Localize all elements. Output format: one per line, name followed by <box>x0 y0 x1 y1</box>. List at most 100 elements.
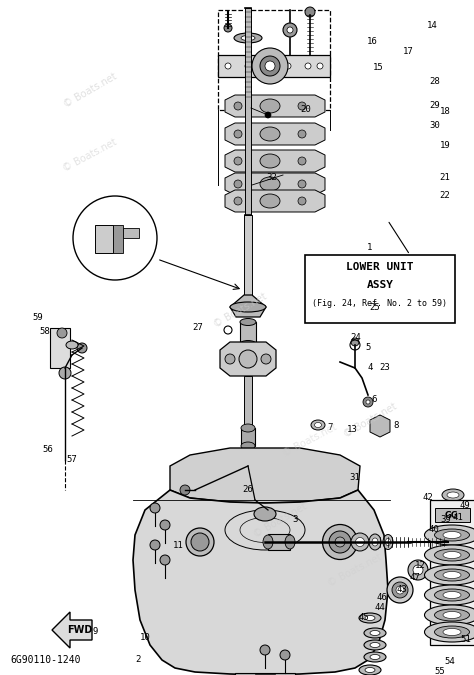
Text: 17: 17 <box>402 47 413 57</box>
Circle shape <box>298 180 306 188</box>
Ellipse shape <box>440 534 456 550</box>
Ellipse shape <box>356 537 365 547</box>
Ellipse shape <box>435 626 470 638</box>
Ellipse shape <box>435 569 470 581</box>
Text: 26: 26 <box>243 485 254 495</box>
Circle shape <box>234 180 242 188</box>
Text: 29: 29 <box>429 101 440 109</box>
Text: 11: 11 <box>173 541 183 549</box>
Circle shape <box>317 63 323 69</box>
Ellipse shape <box>351 533 369 551</box>
Circle shape <box>260 56 280 76</box>
Circle shape <box>298 130 306 138</box>
Ellipse shape <box>425 605 474 625</box>
Circle shape <box>234 454 242 462</box>
Circle shape <box>285 63 291 69</box>
Ellipse shape <box>447 532 459 538</box>
Bar <box>95 225 113 253</box>
Polygon shape <box>225 173 325 195</box>
Ellipse shape <box>447 492 459 498</box>
Ellipse shape <box>365 668 375 672</box>
Text: 41: 41 <box>453 514 464 522</box>
Ellipse shape <box>364 652 386 662</box>
Bar <box>245 8 251 215</box>
Bar <box>218 10 330 110</box>
Polygon shape <box>370 415 390 437</box>
Text: 1: 1 <box>367 244 373 252</box>
Text: 12: 12 <box>415 560 425 570</box>
Bar <box>218 55 330 77</box>
Text: 2: 2 <box>135 655 141 664</box>
Ellipse shape <box>408 560 428 580</box>
Circle shape <box>254 454 262 462</box>
Bar <box>240 322 256 344</box>
Polygon shape <box>133 490 388 675</box>
Ellipse shape <box>365 616 375 620</box>
Circle shape <box>160 520 170 530</box>
Text: 9: 9 <box>92 628 98 637</box>
Circle shape <box>225 354 235 364</box>
Ellipse shape <box>230 302 266 312</box>
Polygon shape <box>220 342 276 376</box>
Text: 6: 6 <box>371 396 377 404</box>
Text: 3: 3 <box>292 516 298 524</box>
Ellipse shape <box>442 569 464 581</box>
Circle shape <box>265 112 271 118</box>
Ellipse shape <box>239 350 257 368</box>
Ellipse shape <box>442 489 464 501</box>
Bar <box>50 328 70 368</box>
Text: © Boats.net: © Boats.net <box>62 71 118 109</box>
Text: 13: 13 <box>346 425 357 435</box>
Text: 43: 43 <box>397 585 407 595</box>
Bar <box>123 228 139 238</box>
Ellipse shape <box>443 551 461 558</box>
Polygon shape <box>230 295 266 317</box>
Text: 6G90110-1240: 6G90110-1240 <box>10 655 81 665</box>
Ellipse shape <box>329 531 351 553</box>
Circle shape <box>265 61 275 71</box>
Ellipse shape <box>435 529 470 541</box>
Ellipse shape <box>425 585 474 605</box>
Polygon shape <box>225 190 325 212</box>
Ellipse shape <box>66 341 78 349</box>
Text: FWD: FWD <box>67 625 93 635</box>
Text: © Boats.net: © Boats.net <box>342 401 398 439</box>
Text: 46: 46 <box>377 593 387 603</box>
Text: 21: 21 <box>439 173 450 182</box>
Ellipse shape <box>322 524 357 560</box>
Ellipse shape <box>359 665 381 675</box>
Ellipse shape <box>364 628 386 638</box>
Ellipse shape <box>241 36 255 40</box>
Text: 57: 57 <box>67 456 77 464</box>
Ellipse shape <box>287 27 293 33</box>
Circle shape <box>265 63 271 69</box>
Circle shape <box>305 7 315 17</box>
Ellipse shape <box>241 424 255 432</box>
Text: 42: 42 <box>423 493 433 502</box>
Circle shape <box>298 197 306 205</box>
Ellipse shape <box>434 528 462 556</box>
Text: 31: 31 <box>350 473 360 483</box>
Ellipse shape <box>447 572 459 578</box>
Ellipse shape <box>435 609 470 621</box>
Ellipse shape <box>425 565 474 585</box>
Circle shape <box>224 24 232 32</box>
Text: 23: 23 <box>380 364 391 373</box>
Ellipse shape <box>370 655 380 659</box>
Circle shape <box>59 367 71 379</box>
Ellipse shape <box>263 535 273 549</box>
Bar <box>435 508 470 522</box>
Circle shape <box>298 157 306 165</box>
Text: LOWER UNIT: LOWER UNIT <box>346 262 414 272</box>
Bar <box>305 255 455 323</box>
Ellipse shape <box>396 586 404 594</box>
Ellipse shape <box>370 630 380 635</box>
Ellipse shape <box>260 154 280 168</box>
Ellipse shape <box>260 194 280 208</box>
Circle shape <box>366 400 370 404</box>
Polygon shape <box>52 612 92 648</box>
Text: 8: 8 <box>393 421 399 429</box>
Ellipse shape <box>191 533 209 551</box>
Text: 16: 16 <box>366 38 377 47</box>
Text: 5: 5 <box>365 344 371 352</box>
